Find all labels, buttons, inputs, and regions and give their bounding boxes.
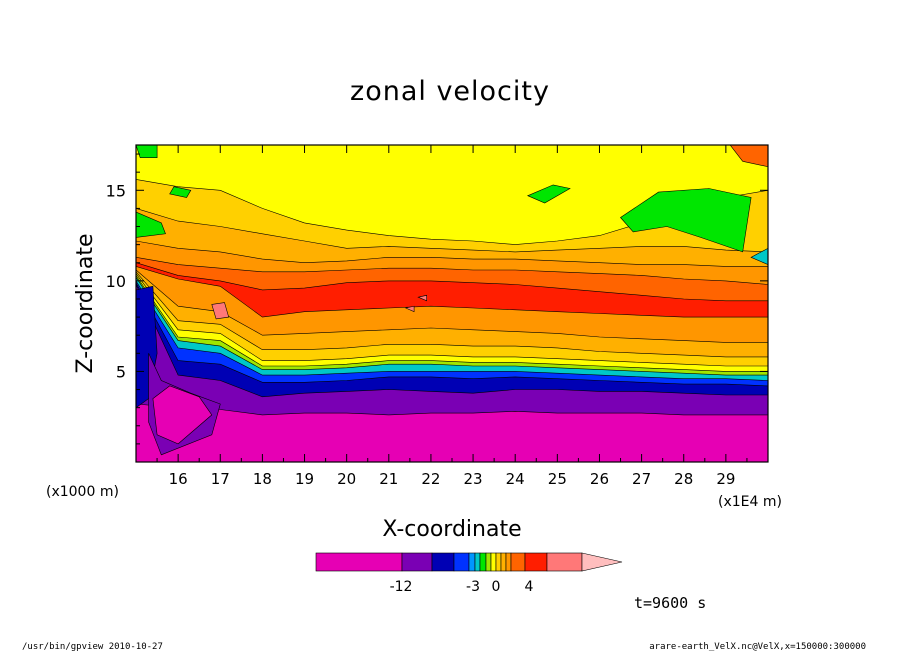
chart-title: zonal velocity [350,76,550,107]
colorbar-segment [500,552,507,572]
colorbar-segment [401,552,433,572]
x-tick-label: 19 [295,470,314,488]
contour-patch-7 [211,302,230,320]
contour-patch-9 [404,305,415,313]
colorbar-segment [431,552,455,572]
contour-line-3 [136,282,768,387]
colorbar: -12 -3 0 4 [315,552,623,595]
contour-patch-2 [169,186,192,198]
colorbar-segment [495,552,502,572]
colorbar-segment [468,552,476,572]
colorbar-segment [490,552,497,572]
colorbar-segment [479,552,487,572]
y-tick-label: 15 [106,181,126,200]
time-label: t=9600 s [634,594,707,612]
contour-line-14 [136,208,768,253]
contour-patch-8 [417,294,428,302]
colorbar-segment [485,552,492,572]
colorbar-label: -12 [390,579,413,595]
colorbar-label: 0 [492,579,501,595]
x-axis-label: X-coordinate [382,517,521,542]
contour-patch-3 [527,184,571,204]
contour-line-2 [136,284,768,398]
x-tick-label: 24 [506,470,525,488]
plot-area [136,145,768,462]
x-tick-label: 28 [674,470,693,488]
contour-line-5 [136,277,768,376]
x-tick-label: 17 [211,470,230,488]
colorbar-segment [524,552,548,572]
x-tick-label: 23 [464,470,483,488]
contour-line-10 [136,266,768,318]
contour-patch-1 [136,211,166,238]
colorbar-segment [315,552,403,572]
colorbar-label: -3 [466,579,480,595]
x-tick-label: 20 [337,470,356,488]
contour-patch-5 [750,247,768,265]
x-tick-label: 18 [253,470,272,488]
contour-band-15 [136,145,768,245]
contour-patch-6 [729,145,768,168]
y-tick-label: 5 [116,362,126,381]
footer-right-text: arare-earth_VelX.nc@VelX,x=150000:300000 [649,642,866,652]
x-tick-label: 16 [169,470,188,488]
x-tick-label: 27 [632,470,651,488]
contour-line-13 [136,240,768,267]
y-unit-label: (x1000 m) [46,484,119,500]
colorbar-arrow [581,552,623,572]
x-tick-label: 25 [548,470,567,488]
x-tick-label: 29 [716,470,735,488]
colorbar-segment [546,552,583,572]
colorbar-segment [505,552,512,572]
contour-line-11 [136,262,768,302]
colorbar-segment [453,552,470,572]
x-unit-label: (x1E4 m) [718,494,782,510]
colorbar-segment [474,552,481,572]
contour-line-9 [136,269,768,343]
contour-patch-0 [136,145,158,158]
y-tick-label: 10 [106,272,126,291]
colorbar-segment [510,552,526,572]
contour-line-12 [136,257,768,285]
x-tick-label: 26 [590,470,609,488]
y-axis-label: Z-coordinate [73,234,98,374]
contour-patch-4 [620,188,752,253]
contour-line-7 [136,273,768,367]
contour-line-6 [136,275,768,372]
x-tick-label: 22 [421,470,440,488]
contour-patch-12 [152,385,213,445]
contour-line-4 [136,280,768,381]
contour-line-8 [136,271,768,358]
contour-line-1 [136,403,768,416]
x-tick-label: 21 [379,470,398,488]
colorbar-label: 4 [525,579,534,595]
footer-left-text: /usr/bin/gpview 2010-10-27 [22,642,163,652]
axis-ticks: 16 17 18 19 20 21 22 23 24 25 26 27 28 29 5 10 15 [106,145,768,488]
